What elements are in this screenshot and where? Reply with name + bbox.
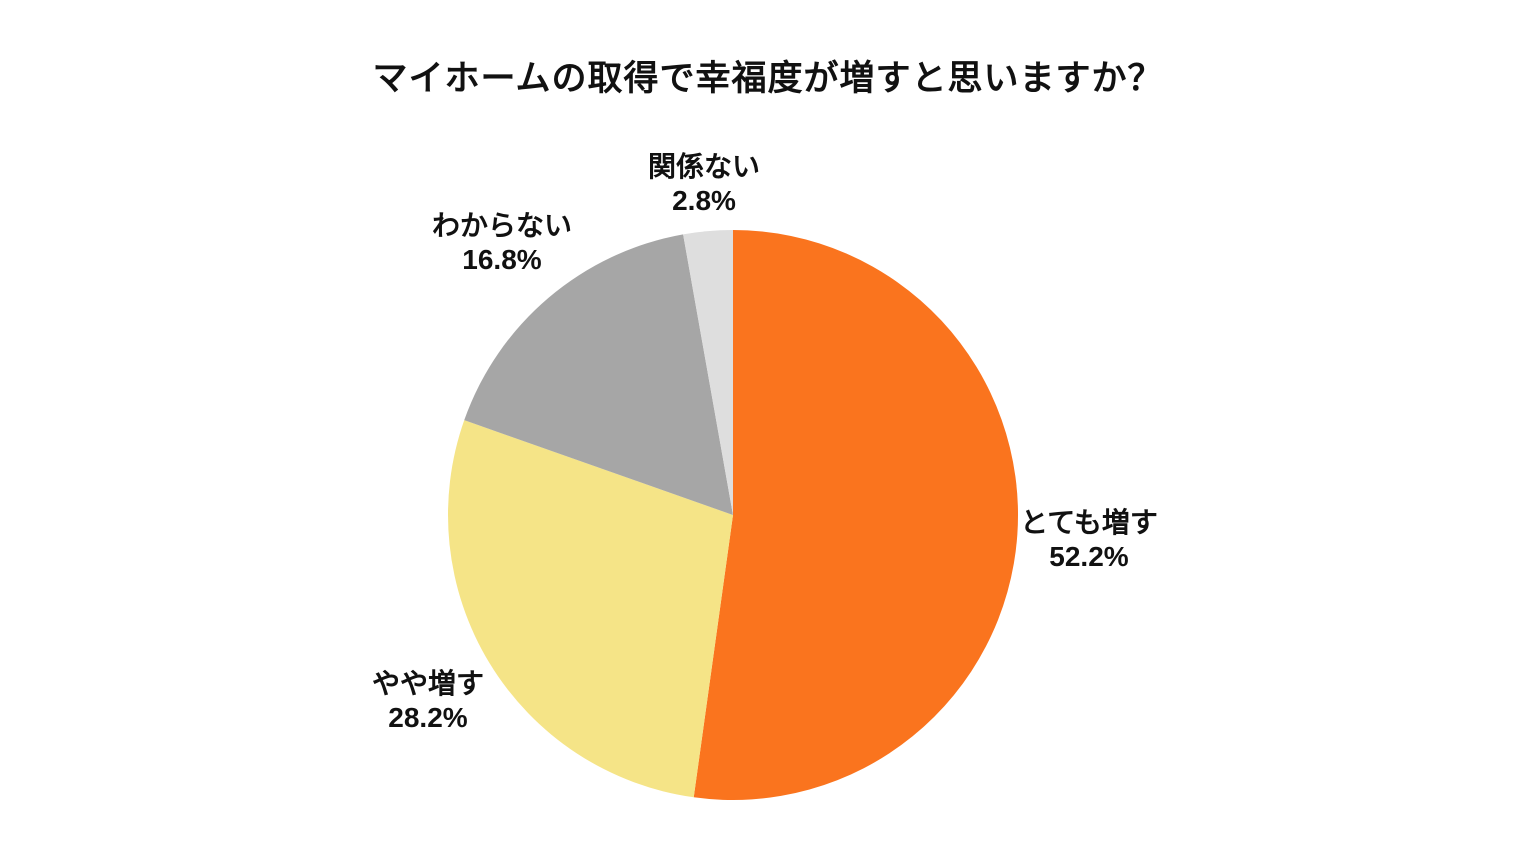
slice-label-2: わからない 16.8% (432, 209, 572, 277)
slice-label-name: とても増す (1020, 506, 1158, 538)
slice-label-name: わからない (431, 209, 573, 241)
slice-label-0: とても増す 52.2% (1020, 506, 1158, 574)
slice-label-percent: 2.8% (672, 185, 736, 216)
slice-label-1: やや増す 28.2% (372, 667, 484, 735)
slice-label-percent: 28.2% (388, 702, 468, 733)
slice-label-name: やや増す (371, 667, 485, 699)
slice-label-percent: 52.2% (1049, 541, 1129, 572)
pie-slice-2 (464, 234, 733, 515)
pie-slice-0 (693, 229, 1019, 800)
slice-label-name: 関係ない (647, 150, 761, 182)
slice-label-percent: 16.8% (462, 244, 542, 275)
pie-slice-1 (448, 420, 733, 798)
slice-label-3: 関係ない 2.8% (648, 150, 760, 218)
chart-title: マイホームの取得で幸福度が増すと思いますか？ (372, 59, 1164, 98)
pie-slice-3 (683, 230, 733, 515)
